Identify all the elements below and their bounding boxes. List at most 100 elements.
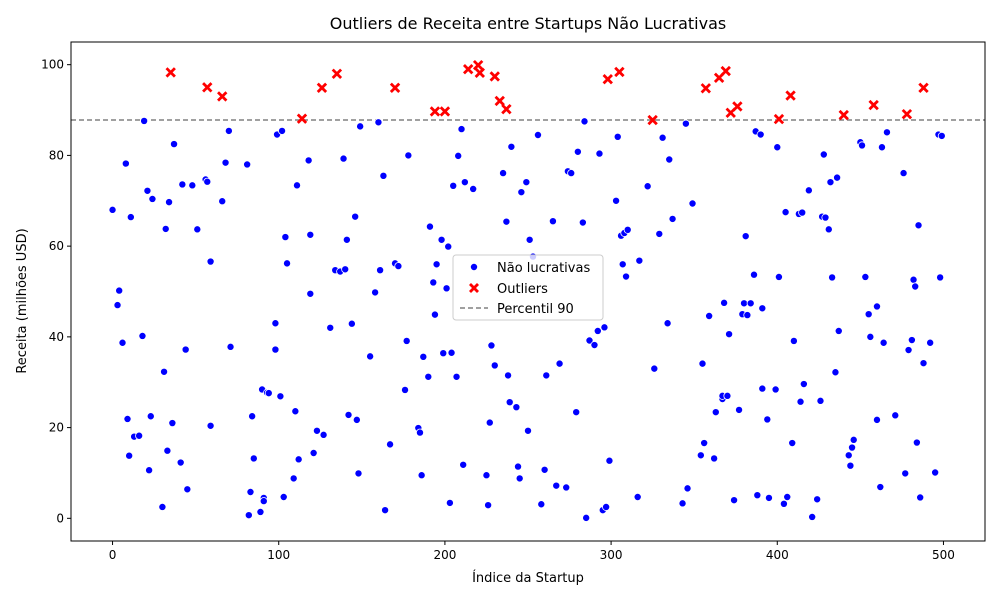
data-point-normal <box>602 502 611 511</box>
data-point-normal <box>698 359 707 368</box>
data-point-outlier <box>489 71 500 82</box>
data-point-normal <box>293 181 302 190</box>
y-tick-label: 100 <box>41 58 64 72</box>
data-point-normal <box>517 188 526 197</box>
data-point-normal <box>773 143 782 152</box>
data-point-normal <box>163 446 172 455</box>
data-point-normal <box>533 130 542 139</box>
y-tick-label: 80 <box>49 148 64 162</box>
data-point-normal <box>447 348 456 357</box>
data-point-normal <box>573 147 582 156</box>
data-point-normal <box>798 208 807 217</box>
data-point-normal <box>831 368 840 377</box>
data-point-outlier <box>647 114 658 126</box>
data-point-normal <box>442 284 451 293</box>
data-point-normal <box>168 419 177 428</box>
data-point-normal <box>796 397 805 406</box>
data-point-normal <box>828 273 837 282</box>
data-point-outlier <box>429 106 441 117</box>
data-point-normal <box>183 485 192 494</box>
data-point-normal <box>309 448 318 457</box>
data-point-normal <box>386 440 395 449</box>
data-point-normal <box>681 119 690 128</box>
data-point-normal <box>351 212 360 221</box>
data-point-normal <box>723 391 732 400</box>
data-point-normal <box>439 349 448 358</box>
data-point-normal <box>578 218 587 227</box>
data-point-outlier <box>602 74 613 85</box>
data-point-normal <box>271 319 280 328</box>
data-point-normal <box>158 502 167 511</box>
data-point-normal <box>218 197 227 206</box>
data-point-normal <box>891 411 900 420</box>
data-point-normal <box>512 403 521 412</box>
x-tick-label: 500 <box>932 548 955 562</box>
data-point-normal <box>160 367 169 376</box>
data-point-normal <box>226 342 235 351</box>
data-point-normal <box>688 199 697 208</box>
data-point-normal <box>176 458 185 467</box>
data-point-normal <box>846 461 855 470</box>
data-point-normal <box>243 160 252 169</box>
data-point-normal <box>525 235 534 244</box>
data-point-normal <box>452 372 461 381</box>
data-point-normal <box>256 507 265 516</box>
data-point-normal <box>783 492 792 501</box>
data-point-normal <box>249 454 258 463</box>
data-point-normal <box>548 217 557 226</box>
data-point-normal <box>613 132 622 141</box>
data-point-normal <box>555 359 564 368</box>
data-point-normal <box>700 439 709 448</box>
data-point-outlier <box>868 99 879 111</box>
data-point-normal <box>861 272 870 281</box>
legend-label-threshold: Percentil 90 <box>497 302 574 317</box>
data-point-normal <box>437 235 446 244</box>
data-point-normal <box>415 428 424 437</box>
data-point-normal <box>912 438 921 447</box>
data-point-normal <box>123 414 132 423</box>
data-point-outlier <box>316 82 328 94</box>
data-point-normal <box>821 213 830 222</box>
data-point-normal <box>224 126 233 135</box>
data-point-normal <box>449 181 458 190</box>
data-point-normal <box>281 233 290 242</box>
data-point-normal <box>283 259 292 268</box>
data-point-normal <box>824 225 833 234</box>
data-point-normal <box>844 451 853 460</box>
data-point-normal <box>108 205 117 214</box>
legend-marker-outlier <box>469 283 479 293</box>
data-point-normal <box>552 481 561 490</box>
data-point-normal <box>374 118 383 127</box>
data-point-normal <box>143 186 152 195</box>
data-point-normal <box>394 262 403 271</box>
data-point-normal <box>460 178 469 187</box>
data-point-outlier <box>773 113 785 125</box>
data-point-normal <box>593 326 602 335</box>
x-axis-label: Índice da Startup <box>472 570 584 586</box>
data-point-normal <box>696 451 705 460</box>
data-point-normal <box>246 488 255 497</box>
data-point-normal <box>750 270 759 279</box>
data-point-normal <box>469 184 478 193</box>
data-point-normal <box>148 194 157 203</box>
data-point-normal <box>866 332 875 341</box>
data-point-outlier <box>202 82 213 93</box>
data-point-outlier <box>439 106 451 117</box>
data-point-normal <box>424 372 433 381</box>
legend-marker-normal <box>469 262 478 271</box>
data-point-normal <box>522 178 531 187</box>
data-point-normal <box>499 169 508 178</box>
data-point-normal <box>789 336 798 345</box>
data-point-outlier <box>389 82 401 94</box>
data-point-normal <box>347 319 356 328</box>
data-point-normal <box>788 439 797 448</box>
data-point-normal <box>567 169 576 178</box>
data-point-outlier <box>918 82 929 94</box>
data-point-normal <box>833 173 842 182</box>
data-point-normal <box>756 130 765 139</box>
data-point-normal <box>417 471 426 480</box>
data-point-outlier <box>462 64 474 75</box>
data-point-normal <box>312 426 321 435</box>
data-point-normal <box>877 143 886 152</box>
data-point-normal <box>138 331 147 340</box>
